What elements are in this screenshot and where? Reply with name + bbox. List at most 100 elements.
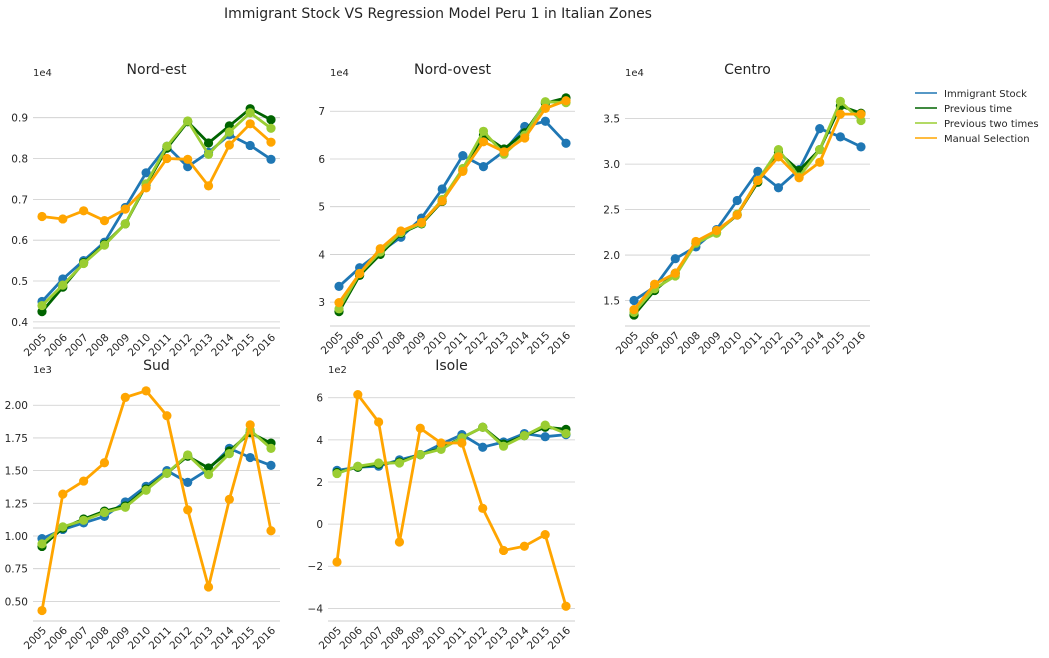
data-point-previous-two-times xyxy=(519,431,529,441)
x-tick-label: 2006 xyxy=(43,624,71,652)
data-point-manual-selection xyxy=(415,423,425,433)
data-point-manual-selection xyxy=(245,420,255,430)
data-point-previous-two-times xyxy=(203,469,214,480)
x-tick-label: 2007 xyxy=(63,332,90,359)
data-point-manual-selection xyxy=(650,279,660,289)
data-point-previous-two-times xyxy=(856,115,866,126)
data-point-manual-selection xyxy=(334,298,344,308)
x-tick-label: 2009 xyxy=(696,330,723,357)
data-point-manual-selection xyxy=(732,210,742,220)
data-point-manual-selection xyxy=(266,137,276,147)
x-tick-label: 2007 xyxy=(358,625,385,652)
data-point-manual-selection xyxy=(162,153,172,164)
series-line-previous-time xyxy=(41,431,272,548)
x-tick-label: 2006 xyxy=(338,624,366,652)
x-tick-label: 2008 xyxy=(84,332,111,359)
data-point-manual-selection xyxy=(37,211,47,222)
data-point-previous-two-times xyxy=(540,97,550,107)
panel-sud: Sud 1e3 0.50 0.75 1.00 1.25 1.50 1.75 2.00 2005… xyxy=(5,358,280,652)
data-point-previous-two-times xyxy=(561,428,571,439)
axis-multiplier: 1e4 xyxy=(330,68,349,79)
data-point-manual-selection xyxy=(79,206,89,216)
data-point-manual-selection xyxy=(99,215,110,226)
series-line-manual-selection xyxy=(41,122,272,223)
series-line-previous-two-times xyxy=(632,100,862,314)
x-tick-label: 2013 xyxy=(779,330,806,357)
y-tick-label: 1.75 xyxy=(5,433,28,445)
data-point-immigrant-stock xyxy=(540,116,550,126)
data-point-manual-selection xyxy=(856,109,866,119)
data-point-immigrant-stock xyxy=(732,195,742,206)
data-point-immigrant-stock xyxy=(670,254,680,264)
data-point-previous-two-times xyxy=(266,123,276,133)
data-point-manual-selection xyxy=(499,147,509,157)
data-point-immigrant-stock xyxy=(245,452,255,463)
x-tick-label: 2005 xyxy=(319,330,346,357)
x-tick-label: 2012 xyxy=(758,330,785,357)
data-point-previous-two-times xyxy=(99,240,110,250)
y-tick-label: 0.8 xyxy=(11,154,28,166)
x-tick-label: 2009 xyxy=(105,332,132,359)
data-point-manual-selection xyxy=(753,175,763,186)
y-tick-label: 0.9 xyxy=(11,113,28,125)
x-tick-label: 2008 xyxy=(84,625,111,652)
panel-title: Nord-ovest xyxy=(414,62,492,78)
legend-label: Previous two times xyxy=(944,119,1039,130)
x-tick-label: 2011 xyxy=(442,625,469,652)
data-point-previous-two-times xyxy=(394,458,405,468)
x-tick-label: 2016 xyxy=(546,329,574,357)
y-tick-label: 1.25 xyxy=(5,498,28,510)
data-point-immigrant-stock xyxy=(835,132,845,142)
y-tick-label: 0.4 xyxy=(11,317,28,329)
y-tick-label: 1.5 xyxy=(603,296,620,308)
data-point-immigrant-stock xyxy=(753,166,763,176)
x-tick-label: 2005 xyxy=(22,332,49,359)
data-point-previous-two-times xyxy=(58,280,68,290)
y-tick-label: 0.6 xyxy=(11,235,28,247)
x-tick-label: 2010 xyxy=(717,330,744,357)
x-tick-label: 2014 xyxy=(504,329,532,357)
data-point-previous-two-times xyxy=(540,420,550,430)
data-point-manual-selection xyxy=(162,411,172,421)
data-point-immigrant-stock xyxy=(815,124,825,134)
x-tick-label: 2015 xyxy=(820,330,847,357)
data-point-previous-two-times xyxy=(374,458,384,468)
x-tick-label: 2013 xyxy=(484,330,511,357)
data-point-manual-selection xyxy=(711,225,722,236)
x-tick-label: 2010 xyxy=(421,625,448,652)
data-point-immigrant-stock xyxy=(245,140,255,151)
data-point-manual-selection xyxy=(436,438,446,448)
data-point-manual-selection xyxy=(457,438,467,448)
y-tick-label: 7 xyxy=(318,106,325,118)
y-tick-label: 1.00 xyxy=(5,531,28,543)
axis-multiplier: 1e4 xyxy=(625,68,644,79)
data-point-previous-two-times xyxy=(835,96,845,106)
legend-label: Immigrant Stock xyxy=(944,89,1027,100)
data-point-previous-two-times xyxy=(162,141,172,151)
data-point-previous-two-times xyxy=(79,515,89,525)
data-point-previous-two-times xyxy=(245,108,255,118)
data-point-previous-two-times xyxy=(120,219,130,229)
data-point-manual-selection xyxy=(58,489,68,499)
data-point-previous-two-times xyxy=(478,422,488,432)
data-point-previous-two-times xyxy=(224,449,234,459)
x-tick-label: 2011 xyxy=(443,330,470,357)
y-tick-label: 2.5 xyxy=(603,205,620,217)
data-point-manual-selection xyxy=(520,133,530,143)
x-tick-label: 2006 xyxy=(634,329,662,357)
data-point-previous-two-times xyxy=(203,149,214,160)
y-tick-label: 0.75 xyxy=(5,564,28,576)
data-point-previous-two-times xyxy=(141,485,151,495)
data-point-manual-selection xyxy=(794,173,804,183)
data-point-manual-selection xyxy=(332,557,342,567)
x-tick-label: 2010 xyxy=(422,330,449,357)
data-point-immigrant-stock xyxy=(478,162,489,172)
data-point-immigrant-stock xyxy=(561,138,571,148)
data-point-immigrant-stock xyxy=(437,184,447,194)
y-tick-label: 0.50 xyxy=(5,596,28,608)
data-point-manual-selection xyxy=(120,392,130,402)
series-line-manual-selection xyxy=(40,389,273,611)
data-point-immigrant-stock xyxy=(334,281,344,291)
data-point-manual-selection xyxy=(437,196,447,206)
